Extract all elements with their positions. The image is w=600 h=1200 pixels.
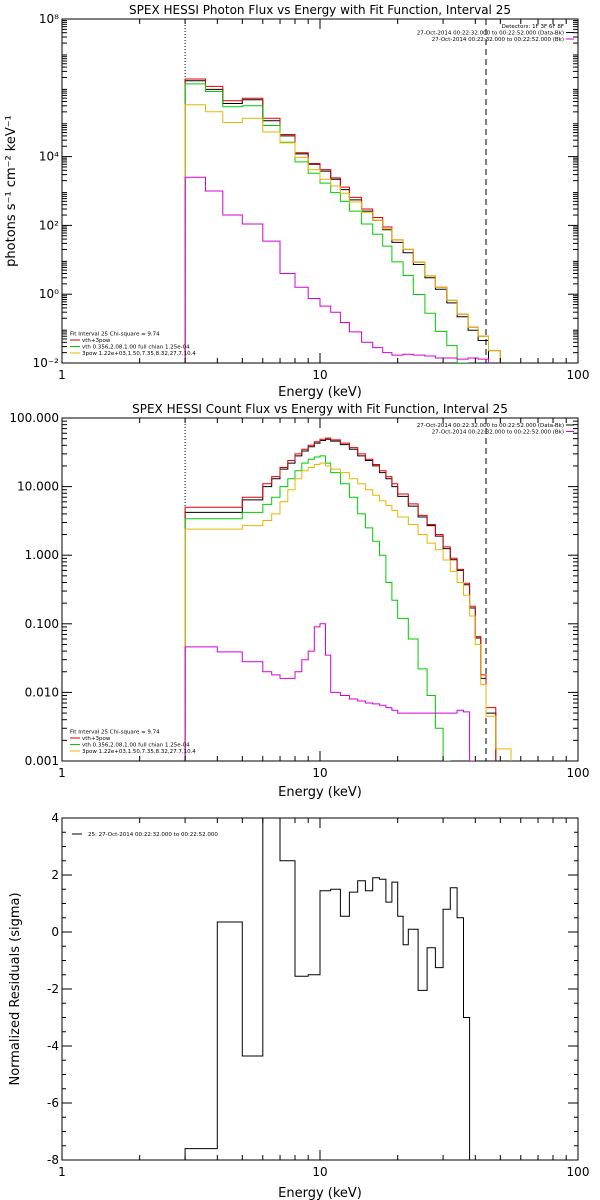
photon-flux-marks: 1 10 100 10⁻² 10⁰ 10² 10⁴ 10⁸ Detectors: 1F 3F 6… <box>33 12 590 382</box>
photon-plot-area <box>184 19 501 363</box>
residual-y-tick-label: 2 <box>51 868 59 882</box>
residuals-xlabel: Energy (keV) <box>278 1186 362 1200</box>
count-legend-item: 3pow 1.22e+03,1.50,7.35,8.32,27.7,10.4 <box>82 749 196 755</box>
photon-y-tick-label: 10⁻² <box>33 356 60 370</box>
photon-series-line-2 <box>184 83 469 363</box>
photon-flux-ylabel: photons s⁻¹ cm⁻² keV⁻¹ <box>4 115 19 267</box>
count-series-line-4 <box>184 623 476 761</box>
count-legend-item: vth 0.356,2.08,1.00 full chian 1.25e-04 <box>82 743 190 749</box>
count-x-tick-label: 100 <box>567 766 590 780</box>
count-flux-panel: SPEX HESSI Count Flux vs Energy with Fit… <box>9 402 589 800</box>
photon-y-tick-label: 10⁴ <box>39 150 59 164</box>
photon-flux-plot-frame <box>61 18 579 364</box>
count-y-tick-label: 0.010 <box>25 685 59 699</box>
photon-y-tick-label: 10⁰ <box>39 287 59 301</box>
count-y-tick-label: 10.000 <box>17 480 59 494</box>
residual-x-tick-label: 1 <box>58 1165 66 1179</box>
count-x-tick-label: 1 <box>58 766 66 780</box>
photon-flux-panel: SPEX HESSI Photon Flux vs Energy with Fi… <box>4 3 589 400</box>
photon-series-line-1 <box>184 78 501 363</box>
residual-y-tick-label: 0 <box>51 925 59 939</box>
residual-y-tick-label: -6 <box>47 1096 59 1110</box>
photon-legend-item: vth 0.356,2.08,1.00 full chian 1.25e-04 <box>82 345 190 351</box>
photon-legend-item: 3pow 1.22e+03,1.50,7.35,8.32,27.7,10.4 <box>82 351 196 357</box>
count-flux-marks: 1 10 100 0.001 0.010 0.100 1.000 10.000 100.000 2… <box>9 411 589 780</box>
residual-x-tick-label: 10 <box>312 1165 327 1179</box>
residual-series-line-0 <box>184 818 486 1160</box>
count-flux-xlabel: Energy (keV) <box>278 785 362 800</box>
count-legend-item: vth+3pow <box>82 736 111 742</box>
residuals-plot-frame <box>61 817 579 1161</box>
photon-x-tick-label: 100 <box>567 368 590 382</box>
photon-info-line: 27-Oct-2014 00:22:32.000 to 00:22:52.000… <box>432 37 564 43</box>
residual-x-tick-label: 100 <box>567 1165 590 1179</box>
count-legend-item: Fit Interval 25 Chi-square = 9.74 <box>70 730 160 736</box>
residuals-marks: 1 10 100 -8 -6 -4 -2 0 2 4 25: 27-Oct-2014 00:22:3… <box>47 811 589 1179</box>
count-series-line-1 <box>184 437 497 761</box>
residuals-panel: Energy (keV) Normalized Residuals (sigma… <box>8 811 589 1200</box>
photon-flux-title: SPEX HESSI Photon Flux vs Energy with Fi… <box>129 3 511 17</box>
count-y-tick-label: 1.000 <box>25 548 59 562</box>
count-info-line: 27-Oct-2014 00:22:32.000 to 00:22:52.000… <box>432 430 564 436</box>
residual-y-tick-label: -4 <box>47 1039 59 1053</box>
residual-legend-item: 25: 27-Oct-2014 00:22:32.000 to 00:22:52… <box>88 832 218 838</box>
count-y-tick-label: 100.000 <box>9 411 59 425</box>
count-series-line-2 <box>184 455 451 761</box>
count-plot-area <box>184 418 512 761</box>
count-y-tick-label: 0.001 <box>25 754 59 768</box>
photon-x-tick-label: 10 <box>312 368 327 382</box>
photon-y-tick-label: 10⁸ <box>39 12 59 26</box>
residual-plot-area <box>184 818 486 1160</box>
count-x-tick-label: 10 <box>312 766 327 780</box>
count-series-line-3 <box>184 462 512 761</box>
residuals-ylabel: Normalized Residuals (sigma) <box>8 892 23 1085</box>
photon-y-tick-label: 10² <box>39 218 59 232</box>
residual-y-tick-label: -2 <box>47 982 59 996</box>
count-flux-plot-frame <box>61 417 579 762</box>
residual-y-tick-label: -8 <box>47 1153 59 1167</box>
photon-legend-item: Fit Interval 25 Chi-square = 9.74 <box>70 332 160 338</box>
photon-info-line: Detectors: 1F 3F 6F 8F <box>502 24 564 30</box>
photon-flux-xlabel: Energy (keV) <box>278 385 362 400</box>
count-y-tick-label: 0.100 <box>25 617 59 631</box>
residual-y-tick-label: 4 <box>51 811 59 825</box>
count-flux-title: SPEX HESSI Count Flux vs Energy with Fit… <box>132 402 508 416</box>
photon-info-line: 27-Oct-2014 00:22:32.000 to 00:22:52.000… <box>417 31 564 37</box>
count-info-line: 27-Oct-2014 00:22:32.000 to 00:22:52.000… <box>417 423 564 429</box>
photon-x-tick-label: 1 <box>58 368 66 382</box>
photon-legend-item: vth+3pow <box>82 338 111 344</box>
photon-series-line-4 <box>184 176 489 363</box>
photon-series-line-3 <box>184 104 501 363</box>
photon-series-line-0 <box>184 80 489 363</box>
